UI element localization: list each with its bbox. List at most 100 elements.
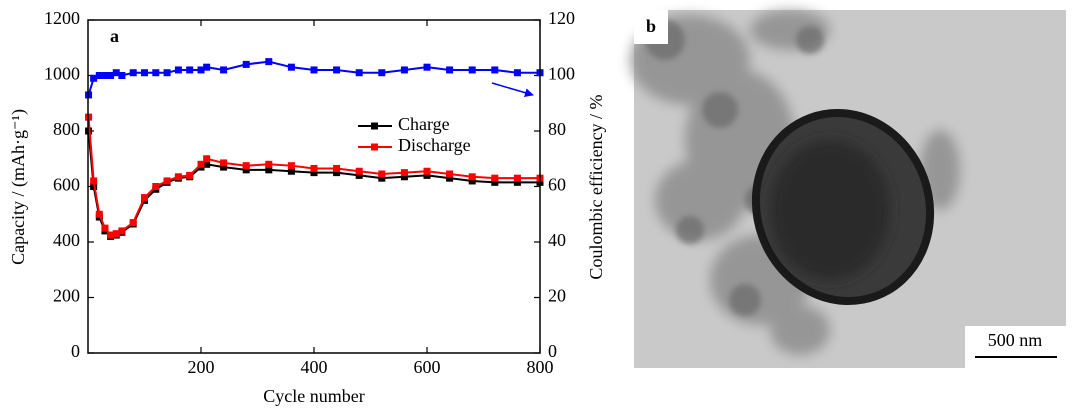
point	[287, 162, 295, 170]
point	[400, 66, 408, 74]
y-axis-label: Capacity / (mAh·g⁻¹)	[8, 109, 29, 265]
point	[446, 66, 454, 74]
point	[265, 58, 273, 66]
point	[355, 69, 363, 77]
point	[203, 155, 211, 163]
point	[333, 169, 341, 177]
point	[310, 164, 318, 172]
point	[310, 169, 318, 177]
point	[112, 69, 120, 77]
x-axis-label: Cycle number	[263, 386, 364, 406]
point	[400, 169, 408, 177]
scale-bar-label: 500 nm	[988, 330, 1043, 350]
point	[446, 174, 454, 182]
point	[174, 66, 182, 74]
point	[203, 160, 211, 168]
y2-tick-label: 80	[548, 119, 566, 139]
tem-image: b 500 nm	[630, 10, 1066, 368]
point	[118, 72, 126, 79]
panel-label: a	[110, 26, 119, 46]
point	[491, 174, 499, 182]
point	[265, 166, 273, 174]
point	[186, 66, 194, 74]
point	[220, 163, 228, 171]
point	[265, 160, 273, 168]
point	[90, 177, 98, 185]
point	[101, 72, 109, 79]
point	[355, 171, 363, 179]
point	[468, 173, 476, 181]
point	[152, 69, 160, 77]
point	[220, 159, 228, 167]
y-tick-label: 1000	[44, 64, 80, 84]
point	[378, 69, 386, 77]
point	[333, 164, 341, 172]
point	[220, 66, 228, 74]
point	[400, 173, 408, 181]
y2-tick-label: 40	[548, 230, 566, 250]
point	[378, 174, 386, 182]
point	[378, 170, 386, 178]
point	[242, 60, 250, 68]
point	[242, 166, 250, 174]
annotation-arrow	[491, 82, 534, 98]
point	[186, 171, 194, 179]
y-tick-label: 0	[71, 341, 80, 361]
point	[287, 167, 295, 175]
point	[107, 72, 115, 79]
plot-frame	[87, 19, 541, 354]
point	[468, 66, 476, 74]
y2-tick-label: 100	[548, 64, 575, 84]
legend-marker	[371, 122, 378, 130]
point	[355, 167, 363, 175]
point	[203, 63, 211, 71]
point	[141, 69, 148, 77]
point	[129, 69, 137, 77]
legend-label: Charge	[398, 114, 450, 134]
point	[333, 66, 341, 74]
legend-label: Discharge	[398, 135, 471, 155]
point	[446, 170, 454, 178]
point	[152, 183, 160, 190]
y-tick-label: 400	[53, 230, 80, 250]
point	[129, 219, 137, 227]
x-tick-label: 800	[527, 357, 554, 377]
y-tick-label: 1200	[44, 8, 80, 28]
panel-label: b	[646, 16, 656, 36]
point	[95, 72, 103, 79]
x-tick-label: 600	[414, 357, 441, 377]
point	[101, 224, 109, 232]
point	[95, 210, 103, 218]
point	[491, 178, 499, 186]
point	[423, 63, 431, 71]
x-tick-label: 400	[301, 357, 328, 377]
point	[141, 194, 148, 202]
point	[197, 160, 205, 168]
y-tick-label: 600	[53, 175, 80, 195]
point	[423, 171, 431, 179]
legend-marker	[371, 143, 378, 151]
point	[174, 173, 182, 181]
point	[242, 162, 250, 170]
point	[287, 63, 295, 71]
point	[163, 69, 171, 77]
point	[112, 230, 120, 238]
point	[118, 227, 126, 235]
y2-axis-label: Coulombic efficiency / %	[586, 94, 606, 279]
point	[107, 231, 115, 239]
y2-tick-label: 20	[548, 286, 566, 306]
point	[197, 66, 205, 74]
point	[468, 177, 476, 185]
y2-tick-label: 0	[548, 341, 557, 361]
y2-tick-label: 120	[548, 8, 575, 28]
y2-tick-label: 60	[548, 175, 566, 195]
point	[491, 66, 499, 74]
y-tick-label: 200	[53, 286, 80, 306]
point	[163, 177, 171, 185]
point	[310, 66, 318, 74]
y-tick-label: 800	[53, 119, 80, 139]
point	[513, 69, 521, 77]
point	[513, 178, 521, 186]
x-tick-label: 200	[188, 357, 215, 377]
